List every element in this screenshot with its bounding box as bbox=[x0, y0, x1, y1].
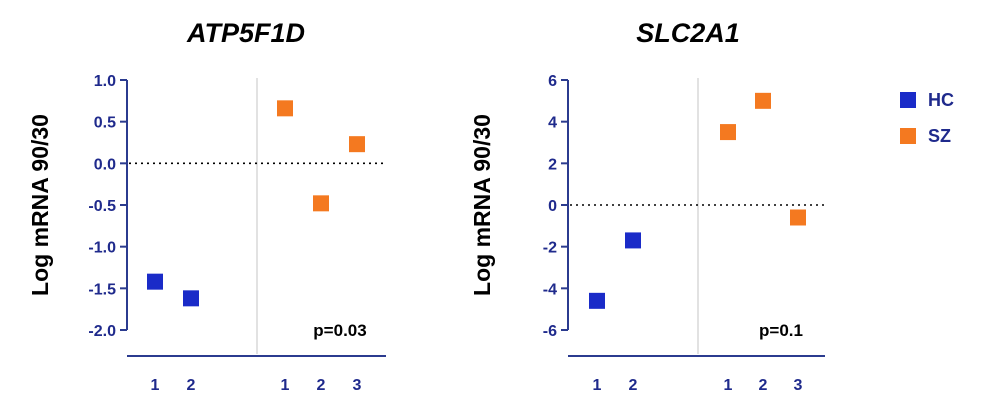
data-point-sz bbox=[720, 124, 736, 141]
x-tick-label: 1 bbox=[151, 377, 160, 394]
data-point-hc bbox=[625, 232, 641, 249]
chart-title: SLC2A1 bbox=[636, 18, 740, 48]
y-tick-label: -2.0 bbox=[88, 323, 116, 340]
y-tick-label: 4 bbox=[548, 115, 557, 132]
y-tick-label: 6 bbox=[548, 73, 557, 90]
legend-swatch-sz bbox=[900, 128, 916, 144]
x-tick-label: 3 bbox=[794, 377, 803, 394]
y-tick-label: 0.0 bbox=[94, 156, 116, 173]
y-tick-label: 2 bbox=[548, 156, 557, 173]
y-tick-label: -1.0 bbox=[88, 240, 116, 257]
data-point-sz bbox=[349, 136, 365, 153]
y-tick-label: -2 bbox=[543, 240, 557, 257]
x-tick-label: 1 bbox=[593, 377, 602, 394]
y-axis-label: Log mRNA 90/30 bbox=[27, 114, 53, 296]
x-tick-label: 2 bbox=[629, 377, 638, 394]
x-tick-label: 3 bbox=[353, 377, 362, 394]
y-axis-label: Log mRNA 90/30 bbox=[469, 114, 495, 296]
y-tick-label: -4 bbox=[543, 281, 557, 298]
data-point-sz bbox=[755, 92, 771, 109]
data-point-hc bbox=[589, 292, 605, 309]
data-point-sz bbox=[313, 195, 329, 212]
chart-panel-1: ATP5F1D Log mRNA 90/30 1.0 0.5 0.0 -0.5 -1.0 -1… bbox=[27, 18, 386, 394]
data-point-sz bbox=[277, 100, 293, 117]
p-value-annotation: p=0.03 bbox=[313, 321, 366, 340]
chart-title: ATP5F1D bbox=[186, 18, 305, 48]
data-point-hc bbox=[183, 290, 199, 307]
x-tick-label: 2 bbox=[317, 377, 326, 394]
legend-label-sz: SZ bbox=[928, 126, 951, 146]
y-tick-label: 0.5 bbox=[94, 115, 116, 132]
y-tick-label: -0.5 bbox=[88, 198, 116, 215]
data-point-hc bbox=[147, 273, 163, 290]
x-tick-label: 1 bbox=[724, 377, 733, 394]
x-tick-label: 2 bbox=[759, 377, 768, 394]
p-value-annotation: p=0.1 bbox=[759, 321, 803, 340]
legend: HC SZ bbox=[900, 90, 954, 146]
y-tick-label: -1.5 bbox=[88, 281, 116, 298]
legend-label-hc: HC bbox=[928, 90, 954, 110]
y-tick-label: 1.0 bbox=[94, 73, 116, 90]
x-tick-label: 1 bbox=[281, 377, 290, 394]
legend-swatch-hc bbox=[900, 92, 916, 108]
data-point-sz bbox=[790, 209, 806, 226]
y-tick-label: -6 bbox=[543, 323, 557, 340]
x-tick-label: 2 bbox=[187, 377, 196, 394]
chart-panel-2: SLC2A1 Log mRNA 90/30 6 4 2 0 -2 -4 -6 1 2 1 2 3 p=0.1 bbox=[469, 18, 825, 394]
y-tick-label: 0 bbox=[548, 198, 557, 215]
